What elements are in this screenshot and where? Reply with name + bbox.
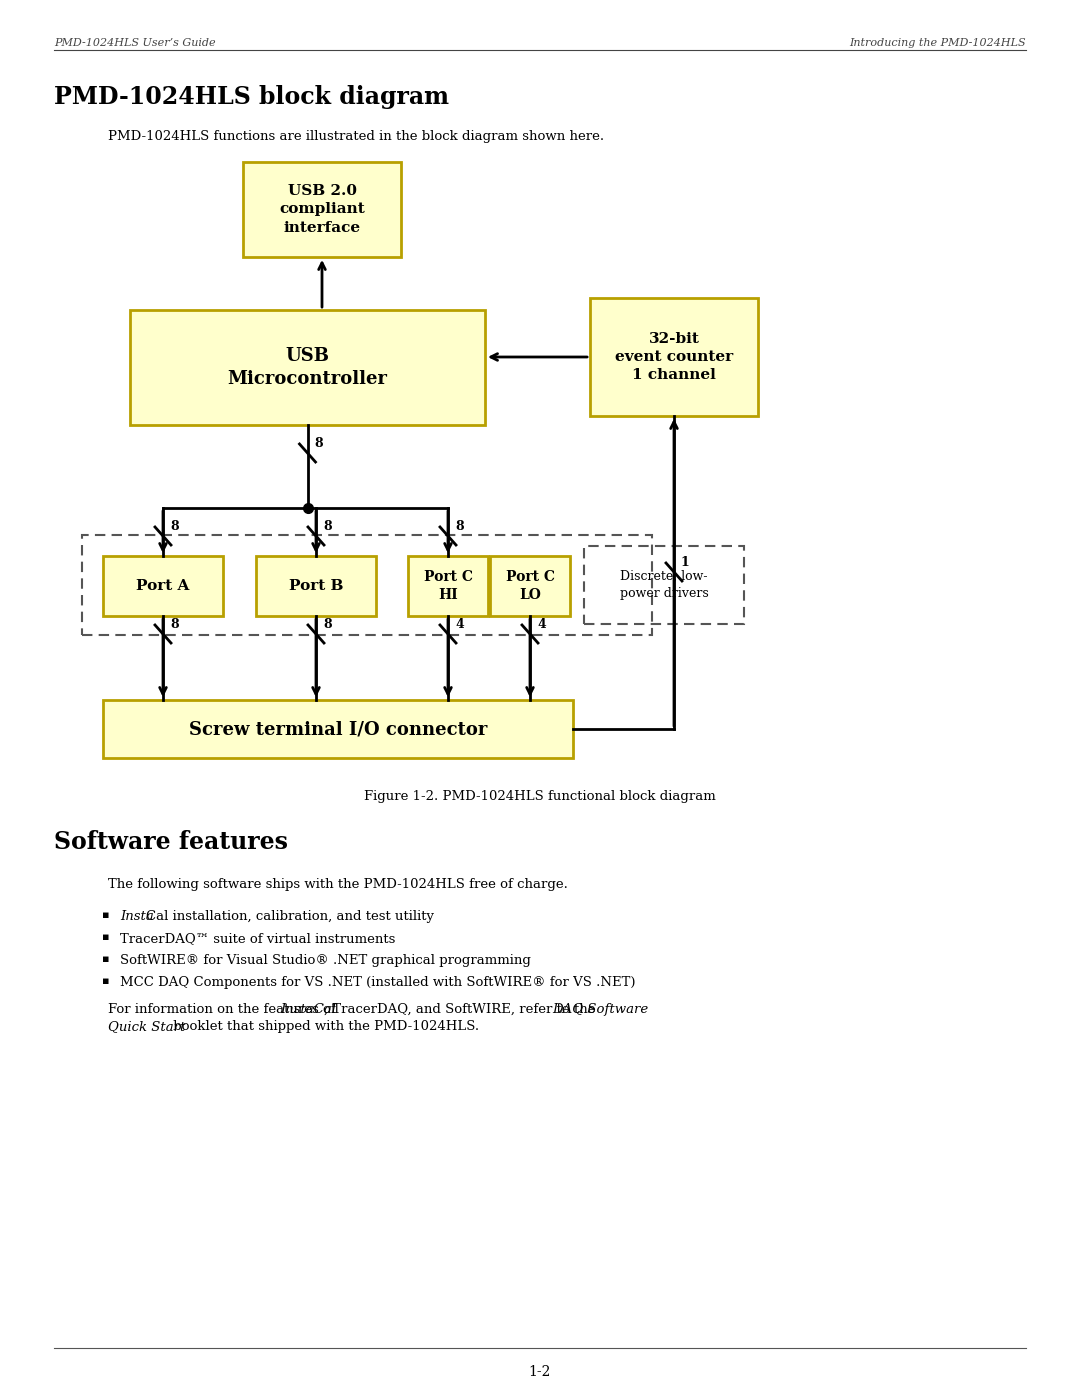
Text: TracerDAQ™ suite of virtual instruments: TracerDAQ™ suite of virtual instruments bbox=[120, 932, 395, 944]
Text: ▪: ▪ bbox=[102, 977, 109, 986]
Text: Discrete, low-
power drivers: Discrete, low- power drivers bbox=[620, 570, 708, 599]
Text: Port B: Port B bbox=[288, 578, 343, 592]
Text: 1-2: 1-2 bbox=[529, 1365, 551, 1379]
Text: 1: 1 bbox=[681, 556, 690, 569]
Text: 32-bit
event counter
1 channel: 32-bit event counter 1 channel bbox=[615, 331, 733, 383]
Text: Port C
HI: Port C HI bbox=[423, 570, 473, 602]
Bar bbox=[103, 556, 222, 616]
Text: 8: 8 bbox=[455, 520, 463, 534]
Bar bbox=[408, 556, 488, 616]
Text: 8: 8 bbox=[323, 617, 332, 631]
Text: Figure 1-2. PMD-1024HLS functional block diagram: Figure 1-2. PMD-1024HLS functional block… bbox=[364, 789, 716, 803]
Text: For information on the features of: For information on the features of bbox=[108, 1003, 340, 1016]
Text: booklet that shipped with the PMD-1024HLS.: booklet that shipped with the PMD-1024HL… bbox=[170, 1020, 480, 1032]
Text: USB 2.0
compliant
interface: USB 2.0 compliant interface bbox=[279, 184, 365, 235]
Text: PMD-1024HLS User’s Guide: PMD-1024HLS User’s Guide bbox=[54, 38, 216, 47]
Text: Quick Start: Quick Start bbox=[108, 1020, 186, 1032]
Text: USB
Microcontroller: USB Microcontroller bbox=[228, 346, 388, 388]
Text: Cal installation, calibration, and test utility: Cal installation, calibration, and test … bbox=[146, 909, 434, 923]
Text: ▪: ▪ bbox=[102, 909, 109, 921]
Text: Introducing the PMD-1024HLS: Introducing the PMD-1024HLS bbox=[849, 38, 1026, 47]
Text: 4: 4 bbox=[455, 617, 463, 631]
Text: Insta: Insta bbox=[120, 909, 153, 923]
Bar bbox=[130, 310, 485, 425]
Text: ▪: ▪ bbox=[102, 932, 109, 942]
Text: 8: 8 bbox=[170, 520, 178, 534]
Text: ▪: ▪ bbox=[102, 954, 109, 964]
Text: 8: 8 bbox=[314, 437, 323, 450]
Text: Port C
LO: Port C LO bbox=[505, 570, 554, 602]
Text: 8: 8 bbox=[323, 520, 332, 534]
Bar bbox=[584, 546, 744, 624]
Text: Screw terminal I/O connector: Screw terminal I/O connector bbox=[189, 719, 487, 738]
Text: PMD-1024HLS functions are illustrated in the block diagram shown here.: PMD-1024HLS functions are illustrated in… bbox=[108, 130, 604, 142]
Text: The following software ships with the PMD-1024HLS free of charge.: The following software ships with the PM… bbox=[108, 877, 568, 891]
Bar bbox=[243, 162, 401, 257]
Bar bbox=[490, 556, 570, 616]
Bar bbox=[103, 700, 573, 759]
Text: SoftWIRE® for Visual Studio® .NET graphical programming: SoftWIRE® for Visual Studio® .NET graphi… bbox=[120, 954, 531, 967]
Text: Software features: Software features bbox=[54, 830, 288, 854]
Text: , TracerDAQ, and SoftWIRE, refer to the: , TracerDAQ, and SoftWIRE, refer to the bbox=[324, 1003, 600, 1016]
Text: MCC DAQ Components for VS .NET (installed with SoftWIRE® for VS .NET): MCC DAQ Components for VS .NET (installe… bbox=[120, 977, 635, 989]
Text: InstaCal: InstaCal bbox=[280, 1003, 336, 1016]
Text: DAQ Software: DAQ Software bbox=[552, 1003, 648, 1016]
Bar bbox=[256, 556, 376, 616]
Text: 8: 8 bbox=[170, 617, 178, 631]
Bar bbox=[82, 535, 652, 636]
Bar bbox=[590, 298, 758, 416]
Text: 4: 4 bbox=[537, 617, 545, 631]
Text: Port A: Port A bbox=[136, 578, 190, 592]
Text: PMD-1024HLS block diagram: PMD-1024HLS block diagram bbox=[54, 85, 449, 109]
